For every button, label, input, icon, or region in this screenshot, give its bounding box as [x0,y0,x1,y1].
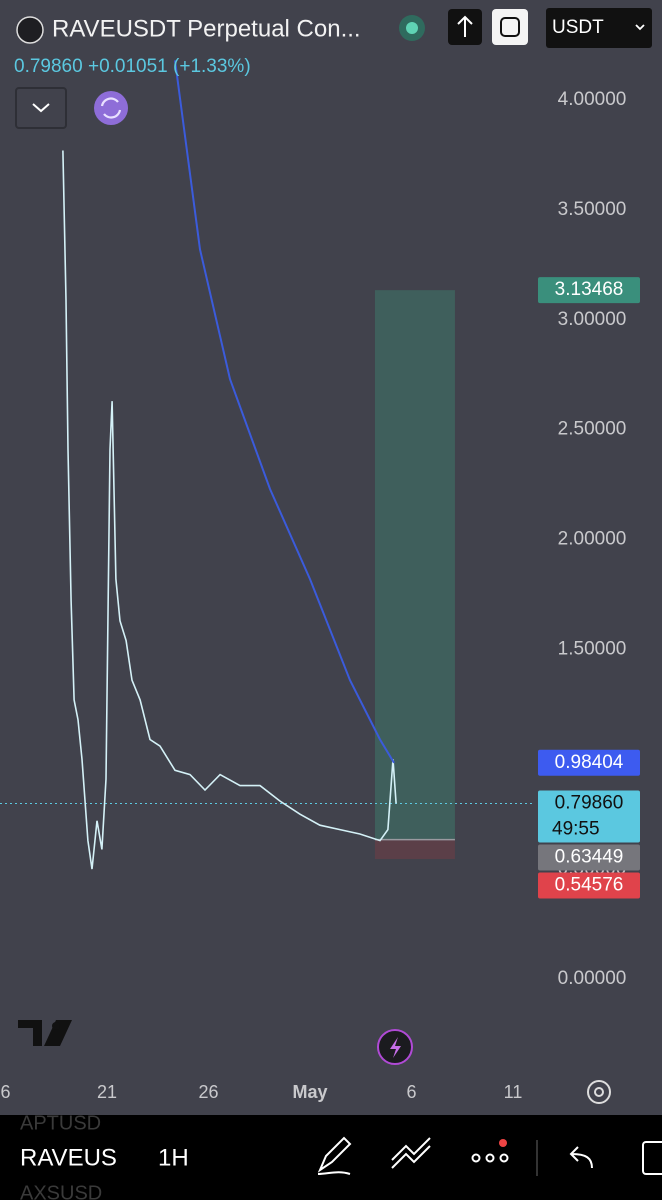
watchlist-item: APTUSD [20,1112,101,1134]
price-label: 0.54576 [555,875,624,896]
stop-zone [374,839,455,860]
more-icon [499,1153,509,1163]
y-tick-label: 2.50000 [558,419,627,440]
status-dot-inner [406,22,418,34]
y-tick-label: 1.50000 [558,638,627,659]
plot: 0.000000.500001.000001.500002.000002.500… [0,60,640,1102]
more-icon[interactable] [471,1153,481,1163]
price-label: 3.13468 [555,279,624,300]
last-price: 0.79860 [14,56,83,77]
collapse-button[interactable] [15,87,67,129]
more-icon [485,1153,495,1163]
refresh-icon [100,97,122,119]
more-panel-icon[interactable] [642,1141,662,1175]
y-tick-label: 0.00000 [558,968,627,989]
up-icon [457,15,473,37]
change: +0.01051 [88,56,168,77]
layout-icon [500,17,520,37]
y-tick-label: 3.00000 [558,309,627,330]
moving-average [174,60,395,764]
symbol-title[interactable]: RAVEUSDT Perpetual Con... [52,15,361,42]
price-label-box [538,749,640,776]
chevron-icon [32,103,50,113]
settings-icon-inner [594,1087,604,1097]
flash-icon [390,1037,401,1058]
x-tick-label: 11 [504,1082,523,1102]
x-tick-label: May [292,1082,327,1102]
draw-icon[interactable] [317,1136,352,1175]
indicator-icon[interactable] [391,1137,431,1169]
coin-logo [16,16,44,44]
price-label-box [538,790,640,843]
price-label: 0.79860 [555,793,624,814]
price-summary: 0.79860 +0.01051 (+1.33%) [14,56,251,77]
undo-icon[interactable] [569,1146,593,1169]
quote-dropdown[interactable] [546,8,652,48]
price-label-box [538,872,640,899]
toolbar-symbol[interactable]: RAVEUS [20,1144,117,1171]
price-label-box [538,277,640,304]
countdown-label: 49:55 [552,819,600,840]
dropdown-icon [635,24,645,31]
y-tick-label: 3.50000 [558,199,627,220]
target-zone [374,290,455,840]
tv-logo-dot [52,1022,60,1030]
x-tick-label: 6 [0,1082,10,1102]
y-tick-label: 4.00000 [558,89,627,110]
notify-dot [499,1139,507,1147]
price-series [62,150,397,870]
quote-label: USDT [552,17,604,38]
price-label: 0.63449 [555,847,624,868]
refresh-button[interactable] [94,91,128,125]
symbol-fade [128,1135,136,1185]
interval[interactable]: 1H [158,1144,189,1171]
y-tick-label: 2.00000 [558,529,627,550]
toolbar [0,1115,662,1200]
layout-button[interactable] [492,9,528,45]
watchlist-item: AXSUSD [20,1182,102,1200]
x-tick-label: 6 [406,1082,416,1102]
x-tick-label: 26 [198,1082,218,1102]
price-label: 0.98404 [555,752,624,773]
settings-icon[interactable] [587,1080,611,1104]
price-label-box [538,844,640,871]
change-pct: (+1.33%) [173,56,251,77]
x-tick-label: 21 [97,1082,117,1102]
